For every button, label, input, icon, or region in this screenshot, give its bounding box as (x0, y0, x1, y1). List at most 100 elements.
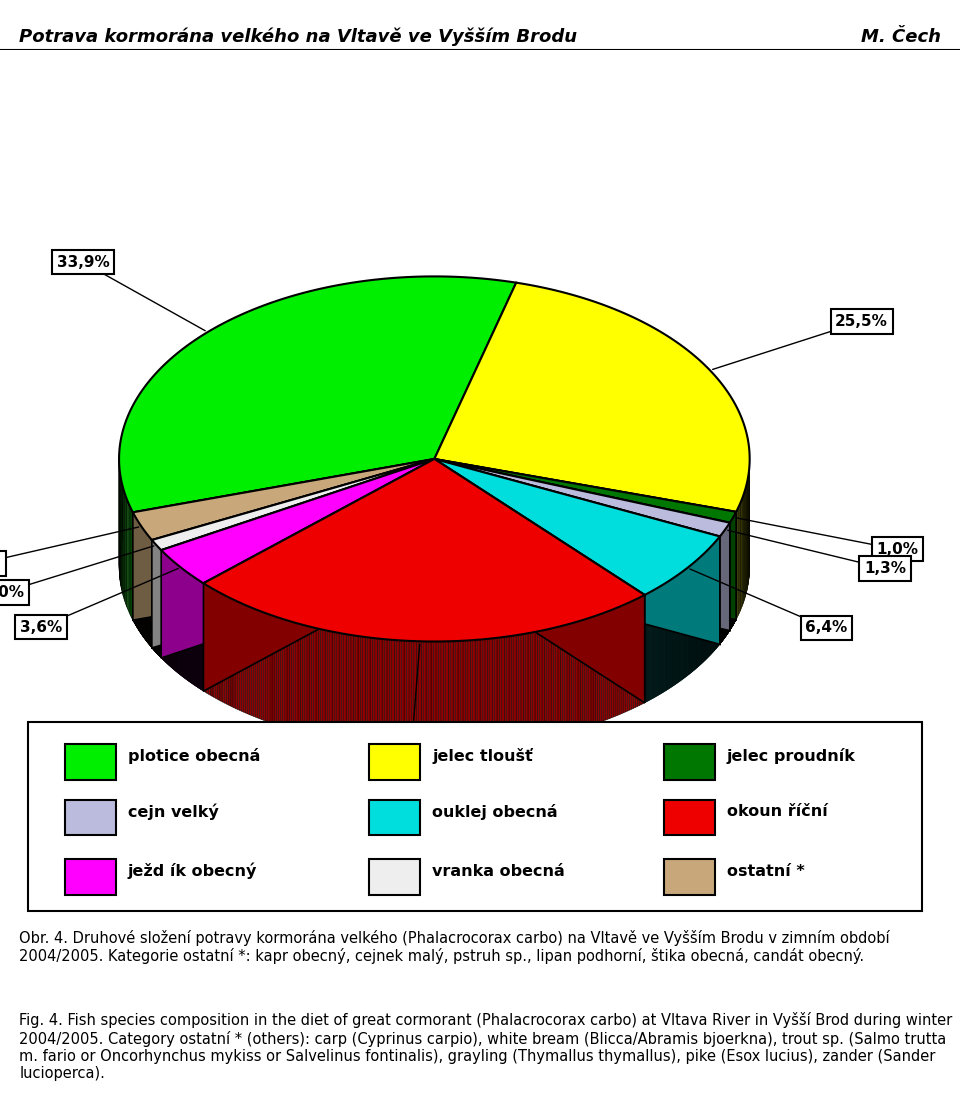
Polygon shape (240, 603, 242, 711)
Polygon shape (439, 641, 441, 749)
Polygon shape (268, 614, 270, 723)
Polygon shape (358, 636, 360, 744)
Polygon shape (311, 627, 314, 735)
Polygon shape (602, 613, 604, 722)
Polygon shape (604, 613, 606, 721)
Text: Obr. 4. Druhové složení potravy kormorána velkého (Phalacrocorax carbo) na Vltav: Obr. 4. Druhové složení potravy kormorán… (19, 930, 890, 964)
FancyBboxPatch shape (29, 722, 923, 910)
Polygon shape (576, 622, 578, 730)
Polygon shape (264, 613, 266, 721)
Polygon shape (561, 626, 563, 734)
Polygon shape (556, 627, 558, 735)
Polygon shape (291, 622, 294, 731)
Polygon shape (282, 619, 285, 727)
Polygon shape (587, 618, 588, 726)
Polygon shape (219, 593, 221, 701)
Polygon shape (390, 639, 392, 747)
Polygon shape (334, 633, 337, 741)
Polygon shape (228, 597, 230, 706)
Polygon shape (223, 594, 225, 703)
Text: ježd ík obecný: ježd ík obecný (128, 863, 257, 879)
Polygon shape (316, 628, 319, 736)
Polygon shape (404, 640, 406, 748)
FancyBboxPatch shape (370, 744, 420, 780)
Polygon shape (613, 608, 615, 717)
Polygon shape (470, 640, 472, 748)
Polygon shape (225, 595, 227, 704)
Polygon shape (423, 641, 426, 749)
Polygon shape (372, 638, 374, 746)
Polygon shape (216, 591, 217, 699)
Polygon shape (365, 637, 368, 745)
Polygon shape (414, 641, 417, 749)
Polygon shape (434, 641, 436, 749)
Polygon shape (578, 620, 580, 730)
Polygon shape (525, 634, 528, 742)
Polygon shape (205, 584, 206, 693)
Polygon shape (214, 590, 216, 699)
Polygon shape (399, 640, 401, 748)
Polygon shape (244, 604, 246, 713)
Polygon shape (585, 619, 587, 727)
Polygon shape (509, 636, 512, 744)
Polygon shape (350, 635, 353, 743)
Polygon shape (417, 641, 419, 749)
Polygon shape (434, 458, 645, 703)
Polygon shape (434, 458, 736, 522)
Polygon shape (339, 633, 342, 742)
Polygon shape (628, 603, 630, 711)
Polygon shape (392, 640, 395, 748)
Polygon shape (618, 606, 620, 715)
Polygon shape (321, 629, 323, 737)
Polygon shape (434, 458, 736, 619)
Polygon shape (204, 458, 434, 691)
Polygon shape (314, 628, 316, 736)
Polygon shape (406, 640, 409, 748)
Polygon shape (634, 599, 636, 709)
Polygon shape (298, 624, 300, 732)
Polygon shape (494, 638, 497, 746)
Polygon shape (385, 639, 387, 747)
Polygon shape (475, 640, 477, 748)
Polygon shape (434, 458, 720, 595)
Polygon shape (583, 619, 585, 728)
Polygon shape (569, 624, 571, 732)
Polygon shape (599, 614, 602, 722)
Polygon shape (461, 640, 463, 748)
Polygon shape (252, 607, 253, 716)
Polygon shape (304, 625, 307, 734)
Polygon shape (294, 623, 296, 731)
Polygon shape (535, 631, 538, 739)
Polygon shape (409, 641, 412, 749)
Polygon shape (541, 630, 544, 738)
Polygon shape (458, 641, 461, 749)
Polygon shape (612, 609, 613, 717)
Text: ouklej obecná: ouklej obecná (432, 803, 558, 820)
Polygon shape (285, 619, 287, 728)
Text: 1,3%: 1,3% (864, 561, 906, 576)
Polygon shape (480, 639, 483, 747)
Polygon shape (419, 641, 421, 749)
Polygon shape (512, 636, 514, 744)
Polygon shape (434, 458, 736, 619)
Polygon shape (325, 630, 327, 738)
Polygon shape (553, 627, 556, 736)
Polygon shape (637, 597, 639, 706)
Polygon shape (444, 641, 445, 749)
Polygon shape (434, 282, 750, 511)
Polygon shape (208, 586, 210, 695)
Polygon shape (528, 633, 530, 742)
Polygon shape (259, 611, 261, 720)
Polygon shape (204, 458, 434, 691)
Polygon shape (278, 617, 280, 726)
Polygon shape (152, 458, 434, 550)
Polygon shape (161, 458, 434, 583)
Polygon shape (431, 641, 434, 749)
Polygon shape (266, 613, 268, 722)
Polygon shape (227, 596, 228, 705)
Polygon shape (514, 635, 516, 744)
FancyBboxPatch shape (65, 800, 116, 835)
Text: 3,6%: 3,6% (20, 619, 62, 635)
Polygon shape (276, 617, 278, 725)
Polygon shape (152, 458, 434, 648)
